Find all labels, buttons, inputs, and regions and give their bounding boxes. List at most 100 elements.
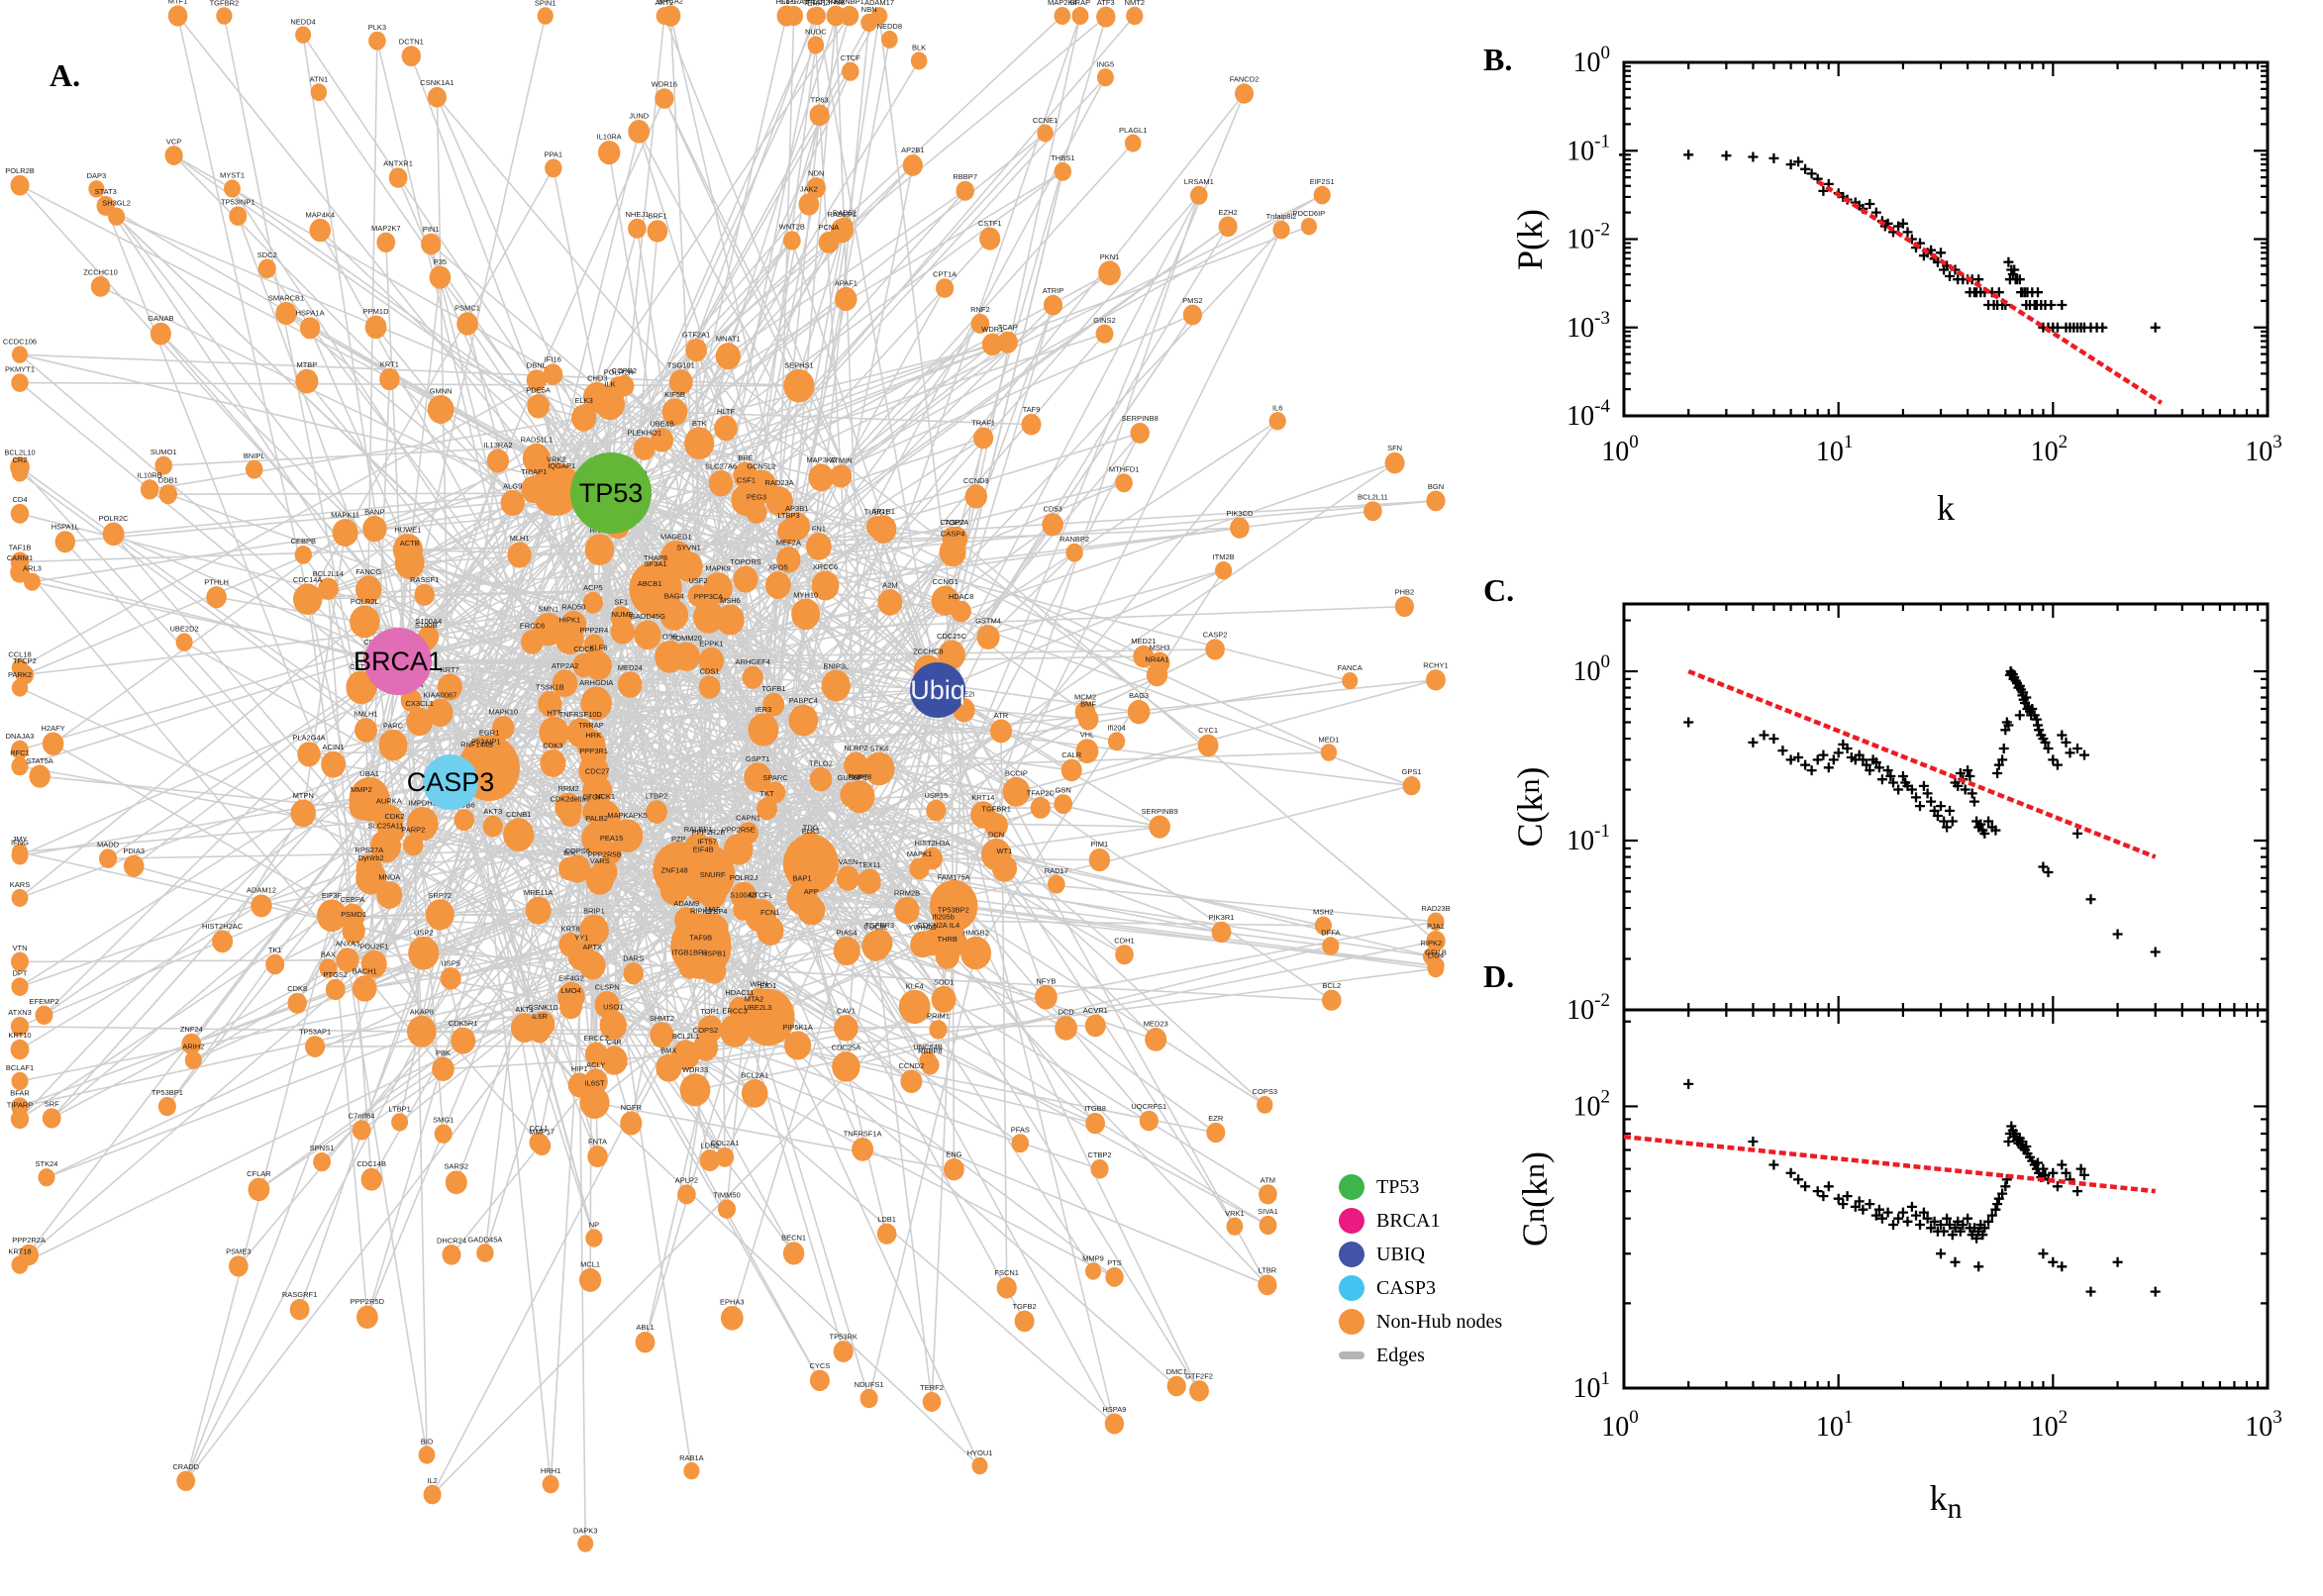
network-node[interactable] bbox=[346, 670, 377, 704]
network-node[interactable] bbox=[714, 415, 738, 442]
network-node[interactable] bbox=[540, 748, 566, 778]
network-node[interactable] bbox=[1149, 651, 1170, 674]
network-node[interactable] bbox=[1014, 1310, 1035, 1333]
network-node[interactable] bbox=[1402, 776, 1421, 796]
network-node[interactable] bbox=[1085, 1112, 1105, 1135]
network-node[interactable] bbox=[617, 671, 643, 698]
network-node[interactable] bbox=[826, 5, 846, 27]
network-node[interactable] bbox=[1426, 931, 1446, 951]
network-node[interactable] bbox=[1259, 1184, 1277, 1205]
network-node[interactable] bbox=[806, 533, 832, 560]
network-node[interactable] bbox=[123, 854, 145, 877]
network-node[interactable] bbox=[738, 822, 758, 845]
network-node[interactable] bbox=[589, 800, 621, 834]
network-node[interactable] bbox=[806, 177, 826, 199]
network-node[interactable] bbox=[442, 1245, 461, 1265]
network-node[interactable] bbox=[635, 1332, 656, 1353]
network-node[interactable] bbox=[352, 975, 377, 1002]
network-node[interactable] bbox=[598, 141, 621, 165]
network-node[interactable] bbox=[176, 1470, 196, 1492]
network-node[interactable] bbox=[11, 1097, 29, 1117]
network-node[interactable] bbox=[1342, 672, 1359, 690]
network-node[interactable] bbox=[368, 31, 386, 50]
network-node[interactable] bbox=[11, 951, 29, 972]
network-node[interactable] bbox=[1115, 473, 1133, 493]
network-node[interactable] bbox=[206, 586, 227, 609]
network-node[interactable] bbox=[1149, 815, 1170, 839]
network-node[interactable] bbox=[720, 1306, 744, 1331]
network-node[interactable] bbox=[628, 218, 647, 239]
network-node[interactable] bbox=[38, 1168, 55, 1187]
network-node[interactable] bbox=[1300, 218, 1317, 236]
network-node[interactable] bbox=[23, 572, 41, 591]
network-node[interactable] bbox=[583, 634, 605, 656]
network-node[interactable] bbox=[765, 781, 786, 804]
network-node[interactable] bbox=[844, 751, 868, 779]
network-node[interactable] bbox=[1043, 294, 1063, 316]
network-node[interactable] bbox=[902, 154, 923, 176]
network-node[interactable] bbox=[833, 1341, 854, 1362]
network-node[interactable] bbox=[265, 953, 285, 975]
network-node[interactable] bbox=[527, 394, 550, 419]
network-node[interactable] bbox=[898, 989, 931, 1025]
network-node[interactable] bbox=[1088, 848, 1111, 872]
network-node[interactable] bbox=[317, 899, 348, 933]
network-node[interactable] bbox=[1054, 162, 1072, 181]
hub-node-ubiq[interactable] bbox=[910, 662, 965, 718]
network-node[interactable] bbox=[181, 1033, 202, 1055]
network-node[interactable] bbox=[531, 462, 581, 516]
network-node[interactable] bbox=[1215, 561, 1233, 580]
network-node[interactable] bbox=[427, 86, 447, 108]
network-node[interactable] bbox=[585, 1229, 603, 1247]
network-node[interactable] bbox=[434, 1124, 453, 1144]
network-node[interactable] bbox=[407, 1015, 437, 1047]
network-node[interactable] bbox=[376, 232, 396, 252]
network-node[interactable] bbox=[356, 1305, 378, 1330]
network-node[interactable] bbox=[507, 542, 532, 568]
network-node[interactable] bbox=[659, 599, 689, 631]
network-node[interactable] bbox=[414, 583, 435, 606]
network-node[interactable] bbox=[1055, 1016, 1077, 1041]
network-node[interactable] bbox=[305, 1036, 326, 1057]
network-node[interactable] bbox=[374, 804, 404, 837]
network-node[interactable] bbox=[703, 572, 733, 604]
network-node[interactable] bbox=[482, 815, 503, 838]
network-node[interactable] bbox=[1002, 776, 1031, 807]
network-node[interactable] bbox=[989, 719, 1013, 744]
network-node[interactable] bbox=[158, 484, 177, 505]
network-node[interactable] bbox=[900, 1069, 923, 1093]
network-node[interactable] bbox=[11, 847, 29, 865]
network-node[interactable] bbox=[437, 673, 462, 701]
network-node[interactable] bbox=[585, 864, 614, 895]
network-node[interactable] bbox=[930, 879, 978, 933]
network-node[interactable] bbox=[1133, 645, 1155, 668]
network-node[interactable] bbox=[623, 962, 644, 985]
network-node[interactable] bbox=[229, 1255, 249, 1277]
network-node[interactable] bbox=[1104, 1413, 1125, 1435]
network-node[interactable] bbox=[579, 914, 609, 947]
network-node[interactable] bbox=[167, 5, 188, 27]
network-node[interactable] bbox=[1364, 501, 1382, 522]
network-node[interactable] bbox=[762, 692, 785, 717]
network-node[interactable] bbox=[1423, 948, 1440, 965]
network-node[interactable] bbox=[926, 799, 947, 822]
network-node[interactable] bbox=[1096, 6, 1116, 28]
network-node[interactable] bbox=[715, 343, 741, 370]
network-node[interactable] bbox=[558, 856, 581, 881]
network-node[interactable] bbox=[984, 813, 1008, 839]
network-node[interactable] bbox=[942, 929, 967, 957]
network-node[interactable] bbox=[970, 313, 990, 334]
network-node[interactable] bbox=[503, 818, 535, 851]
network-node[interactable] bbox=[776, 547, 801, 573]
network-node[interactable] bbox=[567, 1072, 591, 1098]
network-node[interactable] bbox=[476, 1244, 494, 1262]
network-node[interactable] bbox=[1077, 708, 1099, 731]
network-node[interactable] bbox=[587, 1146, 608, 1167]
network-node[interactable] bbox=[290, 799, 317, 828]
network-node[interactable] bbox=[427, 395, 454, 424]
network-node[interactable] bbox=[844, 780, 875, 814]
network-node[interactable] bbox=[451, 1027, 476, 1054]
network-node[interactable] bbox=[1060, 758, 1082, 782]
network-node[interactable] bbox=[929, 1020, 948, 1040]
network-node[interactable] bbox=[1098, 260, 1121, 286]
